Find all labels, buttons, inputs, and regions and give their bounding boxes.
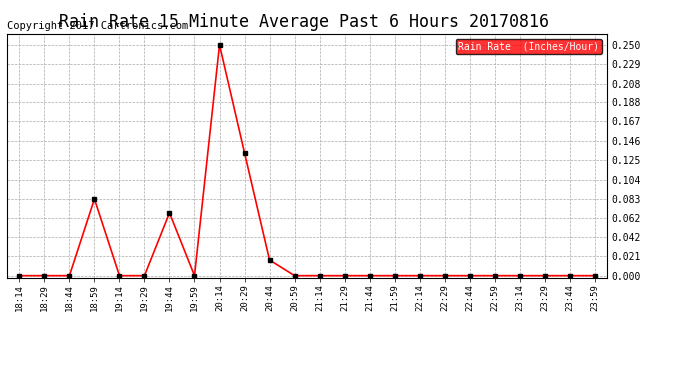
Legend: Rain Rate  (Inches/Hour): Rain Rate (Inches/Hour) — [455, 39, 602, 54]
Text: Rain Rate 15 Minute Average Past 6 Hours 20170816: Rain Rate 15 Minute Average Past 6 Hours… — [59, 13, 549, 31]
Text: Copyright 2017 Cartronics.com: Copyright 2017 Cartronics.com — [7, 21, 188, 32]
